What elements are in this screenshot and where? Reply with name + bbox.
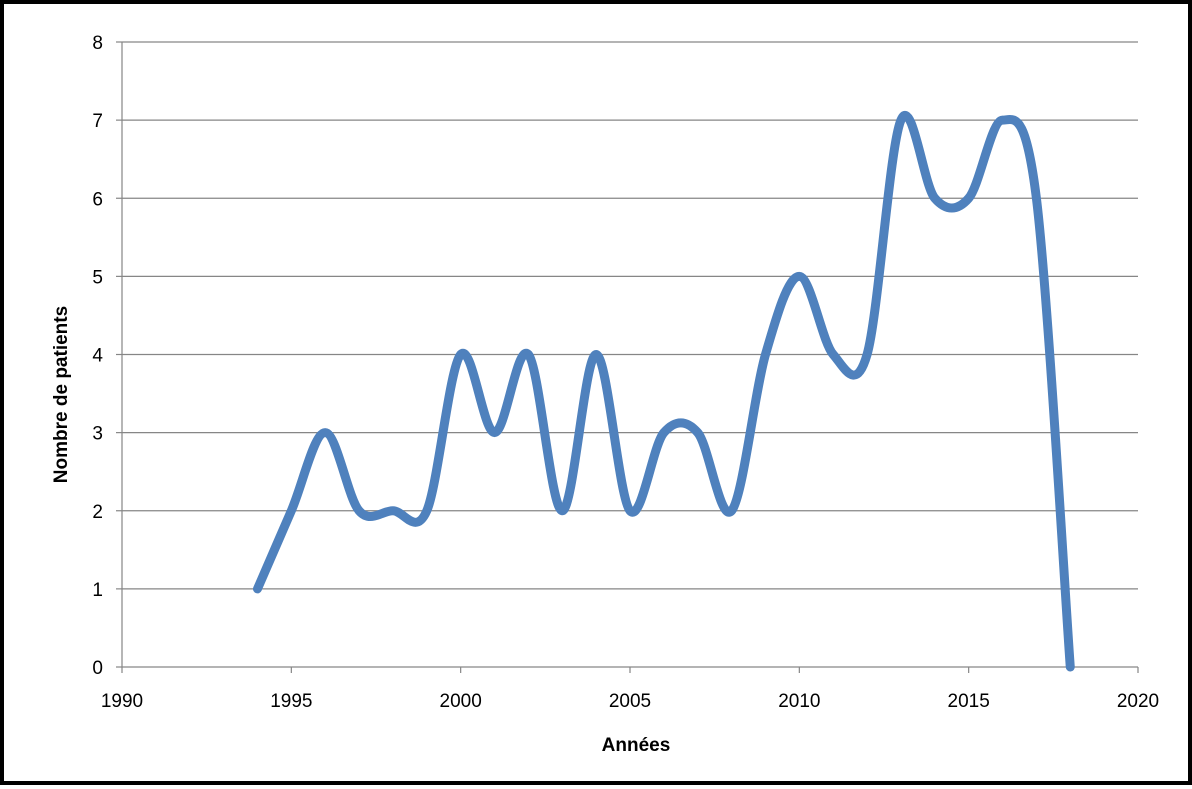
x-tick-labels: 1990 1995 2000 2005 2010 2015 2020 (101, 691, 1159, 712)
x-axis-title: Années (602, 735, 671, 756)
y-tick-label-3: 3 (92, 424, 103, 445)
x-tick-label-2005: 2005 (609, 691, 651, 712)
y-axis-title: Nombre de patients (51, 306, 72, 483)
series-line-0 (252, 111, 1075, 672)
series-layer (252, 111, 1075, 672)
y-tick-label-6: 6 (92, 189, 103, 210)
y-tick-label-7: 7 (92, 111, 103, 132)
line-chart: 0 1 2 3 4 5 6 7 8 1990 1995 2000 2005 2010 2015 2020 A… (51, 33, 1159, 756)
y-tick-label-4: 4 (92, 346, 103, 367)
y-tick-label-2: 2 (92, 502, 103, 523)
x-tick-label-2020: 2020 (1117, 691, 1159, 712)
x-tick-label-2015: 2015 (948, 691, 990, 712)
y-tick-label-0: 0 (92, 658, 103, 679)
y-tick-labels: 0 1 2 3 4 5 6 7 8 (92, 33, 103, 679)
axes (116, 41, 1139, 673)
x-tick-label-2000: 2000 (440, 691, 482, 712)
y-tick-label-1: 1 (92, 580, 103, 601)
x-tick-label-1995: 1995 (270, 691, 312, 712)
x-tick-label-1990: 1990 (101, 691, 143, 712)
y-tick-label-8: 8 (92, 33, 103, 54)
x-tick-label-2010: 2010 (778, 691, 820, 712)
y-tick-label-5: 5 (92, 267, 103, 288)
